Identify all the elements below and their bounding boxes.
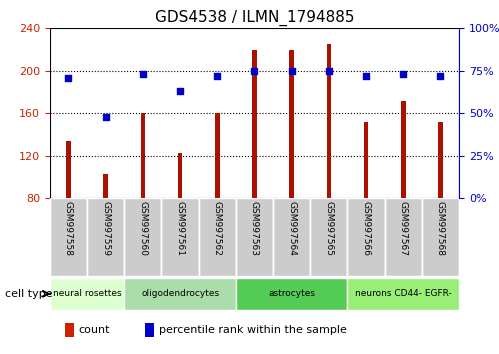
Bar [401,101,406,198]
Bar [273,198,310,276]
Bar [385,198,422,276]
Bar [145,323,154,337]
Bar [124,278,236,310]
Bar [141,113,145,198]
Text: cell type: cell type [5,289,52,299]
Point [250,68,258,74]
Bar [66,141,71,198]
Bar [347,278,459,310]
Point [176,88,184,94]
Text: percentile rank within the sample: percentile rank within the sample [159,325,347,335]
Bar [178,153,182,198]
Bar [289,50,294,198]
Bar [310,198,347,276]
Bar [162,198,199,276]
Bar [124,198,162,276]
Bar [347,198,385,276]
Text: GSM997559: GSM997559 [101,201,110,256]
Text: astrocytes: astrocytes [268,289,315,298]
Bar [252,50,256,198]
Text: neural rosettes: neural rosettes [53,289,121,298]
Text: GSM997560: GSM997560 [138,201,147,256]
Point [102,114,110,120]
Bar [327,44,331,198]
Text: GSM997564: GSM997564 [287,201,296,256]
Bar [87,198,124,276]
Text: GSM997565: GSM997565 [324,201,333,256]
Point [437,73,445,79]
Text: GSM997562: GSM997562 [213,201,222,256]
Bar [236,198,273,276]
Bar [215,113,220,198]
Bar [422,198,459,276]
Text: oligodendrocytes: oligodendrocytes [141,289,219,298]
Text: GSM997566: GSM997566 [362,201,371,256]
Bar [364,122,368,198]
Point [362,73,370,79]
Text: neurons CD44- EGFR-: neurons CD44- EGFR- [355,289,452,298]
Bar [50,198,87,276]
Bar [199,198,236,276]
Text: GSM997561: GSM997561 [176,201,185,256]
Point [213,73,221,79]
Bar [103,174,108,198]
Point [288,68,296,74]
Text: GSM997568: GSM997568 [436,201,445,256]
Text: GSM997558: GSM997558 [64,201,73,256]
Text: GSM997563: GSM997563 [250,201,259,256]
Bar [65,323,74,337]
Text: GSM997567: GSM997567 [399,201,408,256]
Title: GDS4538 / ILMN_1794885: GDS4538 / ILMN_1794885 [155,9,354,25]
Text: count: count [79,325,110,335]
Bar [50,278,124,310]
Point [139,72,147,77]
Bar [438,122,443,198]
Point [325,68,333,74]
Point [399,72,407,77]
Bar [236,278,347,310]
Point [64,75,72,80]
